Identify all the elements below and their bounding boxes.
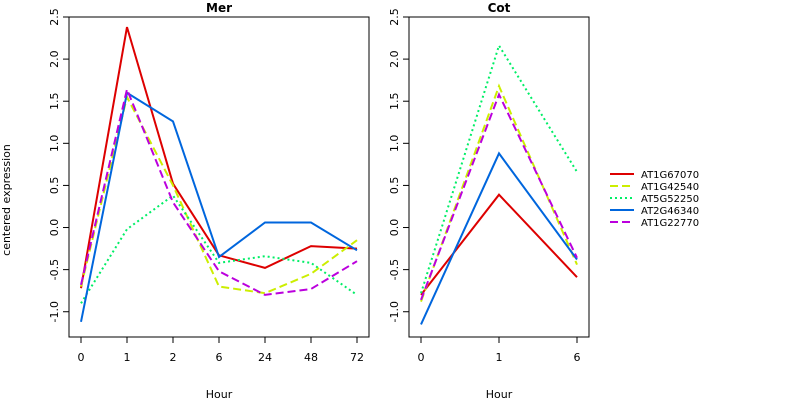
x-tick-label: 24 bbox=[258, 351, 272, 364]
legend-label: AT5G52250 bbox=[641, 194, 699, 205]
series-line-at1g22770 bbox=[420, 91, 578, 301]
legend-item: AT1G22770 bbox=[610, 218, 699, 229]
y-tick-label: -0.5 bbox=[388, 259, 401, 280]
legend-item: AT2G46340 bbox=[610, 206, 699, 217]
y-tick-label: 1.5 bbox=[388, 92, 401, 110]
panel-cot: Cot -1.0 -0.5 0.0 0.5 1.0 1.5 2.0 2.5 0 1 6 Hour bbox=[388, 1, 590, 400]
panel-title: Cot bbox=[488, 1, 511, 15]
y-tick-label: 1.0 bbox=[48, 135, 61, 153]
y-axis-label: centered expression bbox=[0, 144, 13, 256]
y-tick-label: 1.0 bbox=[388, 135, 401, 153]
x-tick-label: 2 bbox=[170, 351, 177, 364]
series-line-at2g46340 bbox=[80, 91, 358, 322]
x-tick-label: 0 bbox=[78, 351, 85, 364]
panel-mer: Mer -1.0 -0.5 0.0 0.5 1.0 1.5 2.0 2.5 0 1 2 6 24 48 72 H… bbox=[48, 1, 370, 400]
x-tick-label: 48 bbox=[304, 351, 318, 364]
x-tick-label: 6 bbox=[574, 351, 581, 364]
series-line-at1g67070 bbox=[80, 26, 358, 289]
y-tick-label: -1.0 bbox=[388, 301, 401, 322]
y-tick-label: -0.5 bbox=[48, 259, 61, 280]
x-tick-label: 1 bbox=[496, 351, 503, 364]
legend-label: AT1G42540 bbox=[641, 182, 699, 193]
x-axis-label: Hour bbox=[206, 388, 233, 400]
legend-label: AT2G46340 bbox=[641, 206, 699, 217]
x-tick-label: 0 bbox=[418, 351, 425, 364]
y-tick-label: 0.0 bbox=[388, 219, 401, 237]
y-tick-label: 2.5 bbox=[48, 8, 61, 26]
legend-item: AT5G52250 bbox=[610, 194, 699, 205]
series-line-at1g67070 bbox=[420, 193, 578, 296]
panel-title: Mer bbox=[206, 1, 232, 15]
plot-frame bbox=[408, 16, 590, 338]
legend-label: AT1G67070 bbox=[641, 170, 699, 181]
series-line-at5g52250 bbox=[80, 194, 358, 304]
y-tick-label: 2.0 bbox=[388, 50, 401, 68]
y-tick-label: 2.5 bbox=[388, 8, 401, 26]
series-line-at2g46340 bbox=[420, 151, 578, 325]
legend-item: AT1G67070 bbox=[610, 170, 699, 181]
y-tick-label: 0.5 bbox=[48, 177, 61, 195]
x-tick-label: 72 bbox=[350, 351, 364, 364]
y-tick-label: 2.0 bbox=[48, 50, 61, 68]
y-tick-label: -1.0 bbox=[48, 301, 61, 322]
x-axis-label: Hour bbox=[486, 388, 513, 400]
legend: AT1G67070AT1G42540AT5G52250AT2G46340AT1G… bbox=[610, 170, 699, 229]
x-tick-label: 6 bbox=[216, 351, 223, 364]
legend-label: AT1G22770 bbox=[641, 218, 699, 229]
y-tick-label: 1.5 bbox=[48, 92, 61, 110]
series-line-at5g52250 bbox=[420, 43, 578, 294]
y-tick-label: 0.0 bbox=[48, 219, 61, 237]
plot-frame bbox=[68, 16, 370, 338]
legend-item: AT1G42540 bbox=[610, 182, 699, 193]
y-tick-label: 0.5 bbox=[388, 177, 401, 195]
x-tick-label: 1 bbox=[124, 351, 131, 364]
